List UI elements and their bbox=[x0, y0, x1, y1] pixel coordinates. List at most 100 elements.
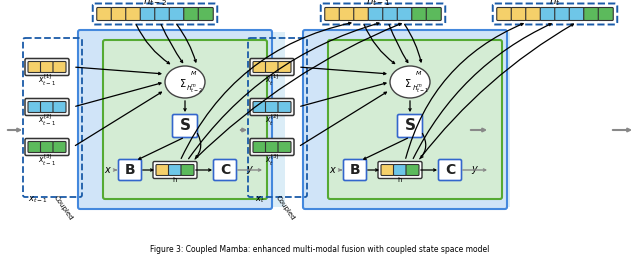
FancyBboxPatch shape bbox=[394, 164, 406, 176]
FancyBboxPatch shape bbox=[397, 114, 422, 138]
FancyBboxPatch shape bbox=[40, 102, 54, 112]
FancyBboxPatch shape bbox=[584, 8, 599, 20]
FancyBboxPatch shape bbox=[328, 40, 502, 199]
FancyBboxPatch shape bbox=[214, 160, 237, 181]
FancyBboxPatch shape bbox=[266, 141, 278, 153]
FancyBboxPatch shape bbox=[184, 8, 199, 20]
FancyBboxPatch shape bbox=[53, 102, 66, 112]
FancyBboxPatch shape bbox=[28, 61, 41, 73]
FancyBboxPatch shape bbox=[278, 61, 291, 73]
FancyBboxPatch shape bbox=[53, 61, 66, 73]
FancyBboxPatch shape bbox=[354, 8, 369, 20]
FancyBboxPatch shape bbox=[511, 8, 526, 20]
Text: $\Sigma$: $\Sigma$ bbox=[179, 77, 187, 89]
FancyBboxPatch shape bbox=[253, 61, 266, 73]
FancyBboxPatch shape bbox=[253, 141, 266, 153]
Text: S: S bbox=[404, 119, 415, 133]
FancyBboxPatch shape bbox=[168, 164, 182, 176]
FancyBboxPatch shape bbox=[426, 8, 441, 20]
FancyBboxPatch shape bbox=[93, 4, 217, 25]
FancyBboxPatch shape bbox=[125, 8, 141, 20]
FancyBboxPatch shape bbox=[378, 162, 422, 178]
FancyBboxPatch shape bbox=[278, 141, 291, 153]
Text: $x^{[3]}_{t-1}$: $x^{[3]}_{t-1}$ bbox=[38, 152, 56, 168]
FancyBboxPatch shape bbox=[25, 98, 69, 116]
Text: h: h bbox=[397, 177, 403, 183]
Text: $x$: $x$ bbox=[329, 165, 337, 175]
FancyBboxPatch shape bbox=[169, 8, 184, 20]
Text: $h^m_{t-1}$: $h^m_{t-1}$ bbox=[412, 83, 429, 95]
Text: $x^{[1]}_{t-1}$: $x^{[1]}_{t-1}$ bbox=[38, 72, 56, 88]
Text: $x_t$: $x_t$ bbox=[255, 195, 265, 205]
FancyBboxPatch shape bbox=[555, 8, 570, 20]
FancyBboxPatch shape bbox=[412, 8, 427, 20]
FancyBboxPatch shape bbox=[339, 8, 355, 20]
Bar bbox=[315, 32, 510, 207]
FancyBboxPatch shape bbox=[198, 8, 213, 20]
FancyBboxPatch shape bbox=[28, 102, 41, 112]
Text: B: B bbox=[125, 163, 135, 177]
FancyBboxPatch shape bbox=[111, 8, 126, 20]
Text: $x^{[2]}_t$: $x^{[2]}_t$ bbox=[265, 112, 279, 128]
FancyBboxPatch shape bbox=[156, 164, 169, 176]
Text: $h_t$: $h_t$ bbox=[549, 0, 561, 8]
FancyBboxPatch shape bbox=[173, 114, 198, 138]
FancyBboxPatch shape bbox=[40, 61, 54, 73]
Text: $\Sigma$: $\Sigma$ bbox=[404, 77, 412, 89]
Text: S: S bbox=[179, 119, 191, 133]
Text: $x^{[2]}_{t-1}$: $x^{[2]}_{t-1}$ bbox=[38, 112, 56, 128]
FancyBboxPatch shape bbox=[324, 8, 340, 20]
FancyBboxPatch shape bbox=[383, 8, 397, 20]
FancyBboxPatch shape bbox=[103, 40, 267, 199]
FancyBboxPatch shape bbox=[321, 4, 445, 25]
Text: $M$: $M$ bbox=[415, 69, 422, 77]
FancyBboxPatch shape bbox=[181, 164, 194, 176]
FancyBboxPatch shape bbox=[250, 59, 294, 76]
Text: h: h bbox=[173, 177, 177, 183]
Bar bbox=[79, 32, 109, 207]
Text: $h_{t-1}$: $h_{t-1}$ bbox=[366, 0, 390, 8]
FancyBboxPatch shape bbox=[78, 30, 272, 209]
Text: $x_{t-1}$: $x_{t-1}$ bbox=[28, 195, 48, 205]
FancyBboxPatch shape bbox=[381, 164, 394, 176]
FancyBboxPatch shape bbox=[525, 8, 541, 20]
FancyBboxPatch shape bbox=[397, 8, 412, 20]
FancyBboxPatch shape bbox=[344, 160, 367, 181]
FancyBboxPatch shape bbox=[266, 61, 278, 73]
FancyBboxPatch shape bbox=[97, 8, 112, 20]
FancyBboxPatch shape bbox=[250, 98, 294, 116]
Text: Figure 3: Coupled Mamba: enhanced multi-modal fusion with coupled state space mo: Figure 3: Coupled Mamba: enhanced multi-… bbox=[150, 246, 490, 255]
Text: $h_{t-2}$: $h_{t-2}$ bbox=[143, 0, 167, 8]
FancyBboxPatch shape bbox=[598, 8, 613, 20]
Text: $x^{[3]}_t$: $x^{[3]}_t$ bbox=[265, 152, 279, 168]
Text: $y$: $y$ bbox=[471, 164, 479, 176]
FancyBboxPatch shape bbox=[118, 160, 141, 181]
Ellipse shape bbox=[165, 66, 205, 98]
FancyBboxPatch shape bbox=[406, 164, 419, 176]
Text: Coupled: Coupled bbox=[275, 195, 296, 221]
FancyBboxPatch shape bbox=[497, 8, 512, 20]
FancyBboxPatch shape bbox=[438, 160, 461, 181]
Text: C: C bbox=[220, 163, 230, 177]
FancyBboxPatch shape bbox=[28, 141, 41, 153]
Text: $y$: $y$ bbox=[246, 164, 254, 176]
FancyBboxPatch shape bbox=[53, 141, 66, 153]
FancyBboxPatch shape bbox=[40, 141, 54, 153]
FancyBboxPatch shape bbox=[278, 102, 291, 112]
FancyBboxPatch shape bbox=[253, 102, 266, 112]
FancyBboxPatch shape bbox=[303, 30, 507, 209]
FancyBboxPatch shape bbox=[155, 8, 170, 20]
Text: C: C bbox=[445, 163, 455, 177]
Text: $x$: $x$ bbox=[104, 165, 112, 175]
Text: $x^{[1]}_t$: $x^{[1]}_t$ bbox=[265, 72, 279, 88]
FancyBboxPatch shape bbox=[153, 162, 197, 178]
FancyBboxPatch shape bbox=[25, 59, 69, 76]
Text: B: B bbox=[349, 163, 360, 177]
FancyBboxPatch shape bbox=[569, 8, 584, 20]
Bar bbox=[304, 32, 334, 207]
FancyBboxPatch shape bbox=[140, 8, 156, 20]
Bar bbox=[90, 32, 285, 207]
Text: $M$: $M$ bbox=[190, 69, 198, 77]
FancyBboxPatch shape bbox=[368, 8, 383, 20]
FancyBboxPatch shape bbox=[266, 102, 278, 112]
